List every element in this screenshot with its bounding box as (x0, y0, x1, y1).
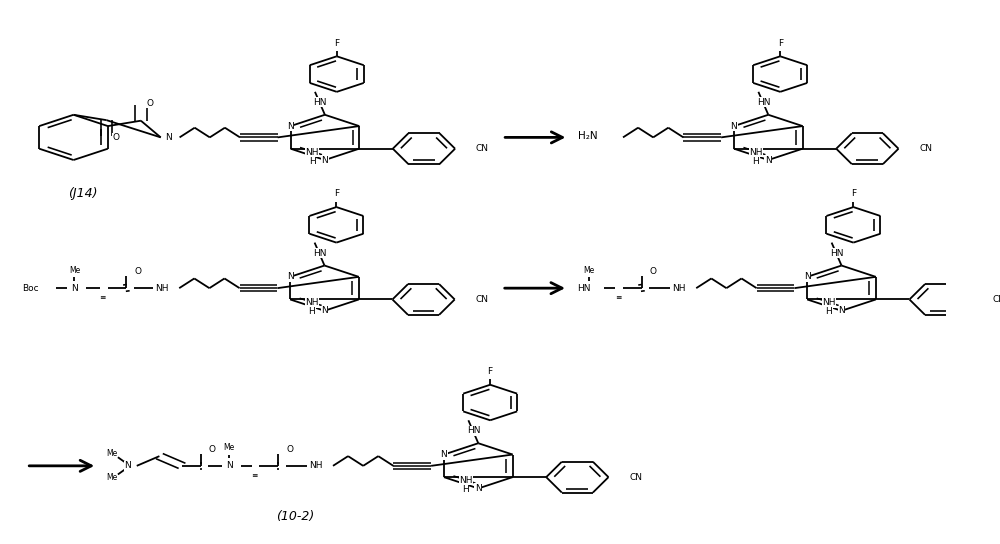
Text: N: N (475, 484, 482, 493)
Text: HN: HN (313, 249, 327, 258)
Text: CN: CN (476, 144, 489, 153)
Text: Me: Me (224, 443, 235, 453)
Text: H: H (752, 157, 759, 165)
Text: F: F (778, 39, 783, 48)
Text: N: N (165, 133, 172, 142)
Text: CN: CN (475, 295, 488, 304)
Text: NH: NH (155, 283, 169, 293)
Text: N: N (804, 273, 811, 281)
Text: H: H (826, 307, 832, 317)
Text: NH: NH (459, 476, 473, 485)
Text: N: N (765, 156, 772, 164)
Text: HN: HN (313, 98, 327, 107)
Text: O: O (209, 445, 216, 454)
Text: N: N (71, 283, 78, 293)
Text: F: F (488, 367, 493, 376)
Text: H: H (309, 157, 316, 165)
Text: H₂N: H₂N (578, 131, 597, 141)
Text: N: N (287, 273, 294, 281)
Text: N: N (731, 121, 737, 131)
Text: O: O (649, 268, 656, 276)
Text: NH: NH (309, 461, 323, 471)
Text: Me: Me (107, 449, 118, 459)
Text: N: N (287, 121, 294, 131)
Text: F: F (334, 39, 339, 48)
Text: (J14): (J14) (68, 188, 98, 200)
Text: Me: Me (69, 265, 80, 275)
Text: CN: CN (992, 295, 1000, 304)
Text: O: O (147, 99, 154, 108)
Text: HN: HN (467, 426, 480, 435)
Text: N: N (838, 306, 845, 316)
Text: NH: NH (822, 298, 836, 307)
Text: CN: CN (629, 473, 642, 481)
Text: Boc: Boc (22, 283, 38, 293)
Text: NH: NH (672, 283, 686, 293)
Text: N: N (441, 450, 447, 459)
Text: NH: NH (306, 147, 319, 157)
Text: CN: CN (919, 144, 932, 153)
Text: Me: Me (583, 265, 594, 275)
Text: ≡: ≡ (100, 293, 106, 302)
Text: N: N (322, 156, 328, 164)
Text: O: O (134, 268, 141, 276)
Text: H: H (462, 485, 469, 494)
Text: (10-2): (10-2) (276, 510, 314, 523)
Text: O: O (286, 445, 293, 454)
Text: F: F (851, 189, 856, 199)
Text: H: H (309, 307, 315, 317)
Text: HN: HN (830, 249, 844, 258)
Text: N: N (124, 461, 131, 471)
Text: HN: HN (757, 98, 770, 107)
Text: NH: NH (749, 147, 763, 157)
Text: N: N (226, 461, 233, 471)
Text: O: O (112, 133, 119, 142)
Text: HN: HN (577, 283, 591, 293)
Text: ≡: ≡ (615, 293, 621, 302)
Text: F: F (334, 189, 339, 199)
Text: NH: NH (305, 298, 319, 307)
Text: Me: Me (107, 473, 118, 482)
Text: ≡: ≡ (251, 471, 258, 480)
Text: N: N (321, 306, 328, 316)
